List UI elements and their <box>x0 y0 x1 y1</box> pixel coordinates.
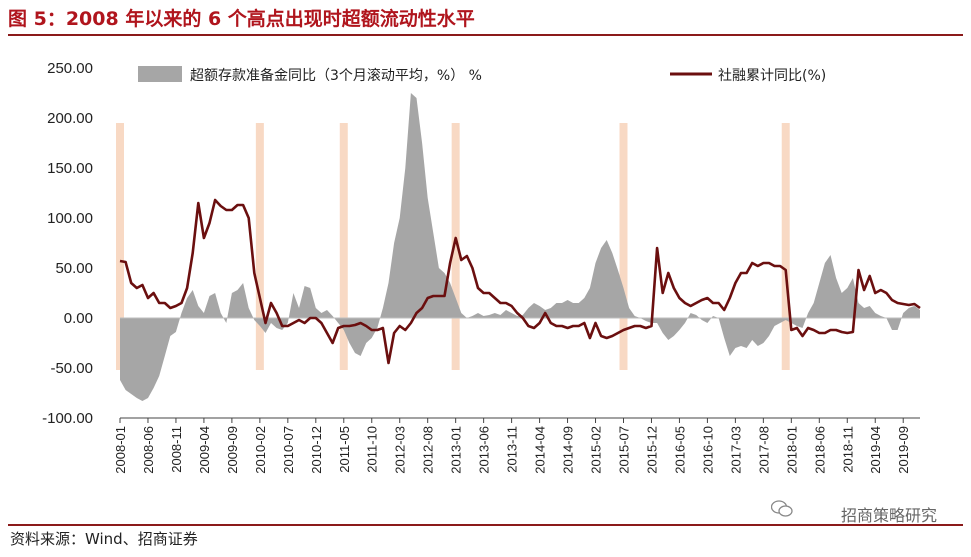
y-tick-label-4: 50.00 <box>55 260 93 277</box>
chart: 250.00 200.00 150.00 100.00 50.00 0.00 -50.00 -… <box>42 60 921 474</box>
y-axis: 250.00 200.00 150.00 100.00 50.00 0.00 -50.00 -… <box>42 60 93 427</box>
legend-label-line: 社融累计同比(%) <box>718 68 826 84</box>
highlight-band-2 <box>339 123 348 370</box>
x-axis: 2008-01 2008-06 2008-11 2009-04 2009-09 2010-… <box>113 417 920 474</box>
x-tick-label-7: 2010-12 <box>309 426 324 474</box>
x-tick-label-11: 2012-08 <box>421 426 436 474</box>
x-tick-label-20: 2016-05 <box>672 426 687 474</box>
line-series <box>119 198 921 365</box>
x-tick-label-16: 2014-09 <box>561 426 576 474</box>
highlight-bands <box>116 123 790 370</box>
line-series-path <box>119 198 921 365</box>
y-tick-label-5: 0.00 <box>64 310 93 327</box>
y-tick-label-2: 150.00 <box>47 160 93 177</box>
x-tick-label-26: 2018-11 <box>840 426 855 473</box>
highlight-band-5 <box>781 123 790 370</box>
x-tick-label-14: 2013-11 <box>505 426 520 473</box>
source-divider <box>8 524 963 526</box>
x-tick-label-22: 2017-03 <box>728 426 743 474</box>
watermark: 招商策略研究 <box>840 506 937 525</box>
x-tick-label-27: 2019-04 <box>868 426 883 474</box>
x-tick-label-3: 2009-04 <box>197 426 212 474</box>
legend-swatch-area <box>138 66 182 82</box>
title-divider <box>8 34 963 36</box>
area-series-shape <box>120 93 920 401</box>
highlight-band-0 <box>116 123 124 370</box>
x-tick-label-17: 2015-02 <box>589 426 604 474</box>
highlight-band-1 <box>255 123 264 370</box>
y-tick-label-3: 100.00 <box>47 210 93 227</box>
legend: 超额存款准备金同比（3个月滚动平均，%） % 社融累计同比(%) <box>138 66 826 84</box>
x-tick-label-2: 2008-11 <box>169 426 184 473</box>
x-tick-label-10: 2012-03 <box>393 426 408 474</box>
x-tick-label-8: 2011-05 <box>337 426 352 473</box>
x-tick-label-6: 2010-07 <box>281 426 296 474</box>
wechat-icon <box>771 500 793 517</box>
x-tick-label-28: 2019-09 <box>896 426 911 474</box>
x-tick-label-1: 2008-06 <box>141 426 156 474</box>
x-tick-label-18: 2015-07 <box>616 426 631 474</box>
legend-label-area: 超额存款准备金同比（3个月滚动平均，%） % <box>190 67 482 84</box>
x-tick-label-24: 2018-01 <box>784 426 799 474</box>
y-tick-label-0: 250.00 <box>47 60 93 77</box>
source-note: 资料来源：Wind、招商证券 <box>10 530 198 548</box>
area-series <box>120 93 920 401</box>
y-tick-label-1: 200.00 <box>47 110 93 127</box>
x-tick-label-19: 2015-12 <box>644 426 659 474</box>
x-tick-label-21: 2016-10 <box>700 426 715 474</box>
x-tick-label-0: 2008-01 <box>113 426 128 474</box>
x-tick-label-9: 2011-10 <box>365 426 380 473</box>
x-tick-label-13: 2013-06 <box>477 426 492 474</box>
highlight-band-3 <box>451 123 460 370</box>
highlight-band-4 <box>619 123 628 370</box>
x-tick-label-12: 2013-01 <box>449 426 464 474</box>
x-tick-label-23: 2017-08 <box>756 426 771 474</box>
x-tick-label-15: 2014-04 <box>533 426 548 474</box>
x-tick-label-25: 2018-06 <box>812 426 827 474</box>
x-tick-label-4: 2009-09 <box>225 426 240 474</box>
figure-title: 图 5：2008 年以来的 6 个高点出现时超额流动性水平 <box>8 8 475 30</box>
y-tick-label-6: -50.00 <box>50 360 93 377</box>
x-tick-label-5: 2010-02 <box>253 426 268 474</box>
y-tick-label-7: -100.00 <box>42 410 93 427</box>
